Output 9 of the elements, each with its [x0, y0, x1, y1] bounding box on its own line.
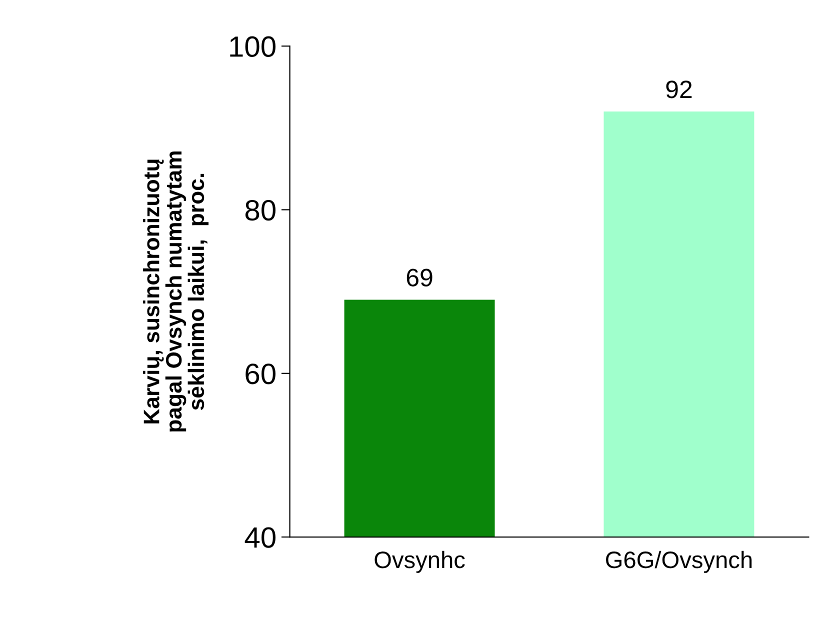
y-tick-label: 80: [245, 200, 276, 221]
x-tick-label: G6G/Ovsynch: [606, 550, 752, 573]
y-tick-label: 40: [244, 527, 276, 548]
x-tick-label: Ovsynhc: [374, 550, 465, 573]
data-label: 69: [406, 268, 432, 286]
data-label: 92: [666, 80, 692, 98]
y-tick-label: 60: [246, 364, 276, 384]
y-axis-title: Karvių, susinchronizuotų pagal Ovsynch numatytam sėklinimo laikui, proc.: [143, 152, 209, 432]
y-tick-label: 100: [230, 36, 276, 57]
